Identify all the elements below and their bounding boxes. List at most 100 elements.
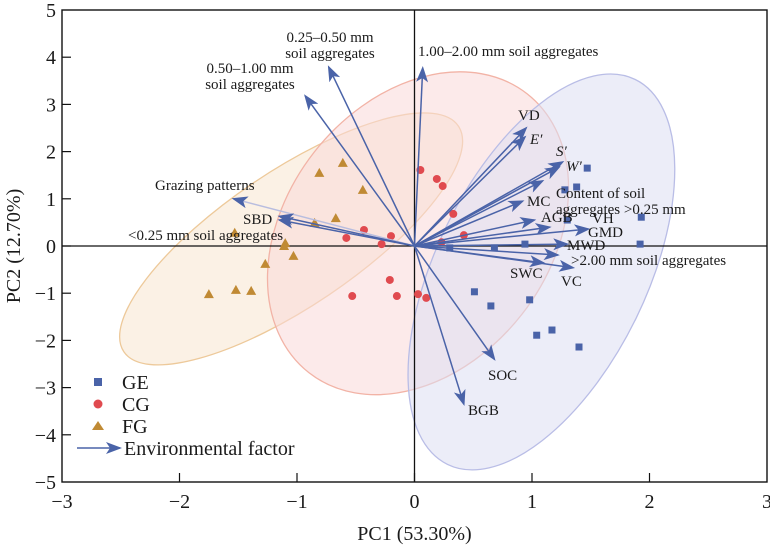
legend-triangle-marker	[92, 421, 104, 430]
vector-label: >2.00 mm soil aggregates	[571, 253, 726, 269]
point-cg	[385, 275, 394, 284]
vector-label: MWD	[567, 238, 605, 254]
vector-label-line: 0.25–0.50 mm	[286, 30, 373, 46]
vector-label-line: AGB	[541, 210, 573, 226]
vector-label: BGB	[468, 403, 499, 419]
legend-label: FG	[122, 416, 148, 438]
vector-label: W′	[566, 159, 582, 175]
vector-arrow	[327, 65, 416, 247]
point-cg	[449, 209, 458, 218]
vector-label-line: soil aggregates	[285, 46, 375, 62]
vector-arrow	[413, 66, 429, 247]
point-fg	[246, 285, 257, 295]
vector-label-line: MWD	[567, 238, 605, 254]
point-cg	[377, 240, 386, 249]
point-cg	[422, 293, 431, 302]
point-fg	[280, 238, 291, 248]
point-ge	[490, 244, 498, 252]
point-fg	[314, 167, 325, 177]
point-fg	[357, 184, 368, 194]
vector-label-line: soil aggregates	[205, 77, 295, 93]
vector-label-line: SWC	[510, 266, 543, 282]
vector-label-line: <0.25 mm soil aggregates	[128, 228, 283, 244]
x-tick-label: 3	[762, 491, 770, 513]
y-tick-label: 2	[46, 142, 56, 164]
point-fg	[229, 227, 240, 237]
legend-label: GE	[122, 372, 149, 394]
y-tick-label: 1	[46, 189, 56, 211]
vector-arrow	[414, 245, 560, 261]
y-tick-label: 0	[46, 236, 56, 258]
vector-arrow	[413, 126, 528, 247]
vector-label: Grazing patterns	[155, 178, 255, 194]
y-tick-label: 5	[46, 0, 56, 22]
point-ge	[583, 164, 591, 172]
ellipse-ge	[407, 73, 676, 471]
vector-arrow	[414, 179, 545, 247]
x-tick-label: 2	[645, 491, 655, 513]
vector-label: MC	[527, 194, 550, 210]
point-cg	[342, 233, 351, 242]
vector-label: GMD	[588, 225, 623, 241]
vector-label-line: aggregates >0.25 mm	[556, 202, 686, 218]
point-cg	[414, 290, 423, 299]
y-tick-label: 4	[46, 47, 56, 69]
point-ge	[575, 343, 583, 351]
x-tick-label: −1	[286, 491, 307, 513]
vector-label: SWC	[510, 266, 543, 282]
point-cg	[392, 292, 401, 301]
y-tick-label: 3	[46, 94, 56, 116]
point-ge	[573, 183, 581, 191]
point-fg	[288, 250, 299, 260]
point-ge	[563, 216, 571, 224]
vector-arrow	[414, 217, 537, 247]
axis-ticks: −3 −2 −1 0 1 2 3 −5 −4 −3 −2 −1 0 1 2 3 4 5	[35, 0, 770, 513]
legend-circle-marker	[93, 399, 103, 409]
vector-arrow	[413, 245, 466, 407]
vector-labels: 1.00–2.00 mm soil aggregates 0.25–0.50 mm…	[128, 30, 726, 419]
vector-arrow	[414, 223, 552, 247]
legend-item-fg: FG	[92, 416, 148, 438]
vector-label-line: Grazing patterns	[155, 178, 255, 194]
vector-label: 0.50–1.00 mm soil aggregates	[205, 61, 295, 93]
point-cg	[432, 174, 441, 183]
vector-arrow	[277, 216, 415, 247]
point-fg	[203, 289, 214, 299]
vector-label: 0.25–0.50 mm soil aggregates	[285, 30, 375, 62]
point-ge	[548, 326, 556, 334]
vector-label: Content of soil aggregates >0.25 mm	[556, 186, 686, 218]
point-fg	[260, 258, 271, 268]
point-ge	[526, 296, 534, 304]
legend-item-environmental-factor: Environmental factor	[77, 438, 295, 460]
vector-label-line: 0.50–1.00 mm	[206, 61, 293, 77]
vector-label: SBD	[243, 212, 272, 228]
vector-label-line: VH	[592, 211, 614, 227]
vector-label-line: GMD	[588, 225, 623, 241]
vector-label-line: VC	[561, 274, 582, 290]
vector-arrow	[413, 135, 527, 247]
y-tick-label: −2	[35, 330, 56, 352]
vector-arrow	[414, 224, 591, 247]
vector-label-line: S′	[556, 144, 568, 160]
vector-label: VD	[518, 108, 540, 124]
vector-arrow	[414, 245, 576, 272]
vector-label: E′	[529, 132, 543, 148]
point-cg	[348, 292, 357, 301]
y-tick-label: −5	[35, 472, 56, 494]
point-fg	[330, 213, 341, 223]
legend-item-cg: CG	[93, 394, 150, 416]
vector-label: AGB	[541, 210, 573, 226]
vector-label-line: SBD	[243, 212, 272, 228]
x-tick-label: 1	[527, 491, 537, 513]
point-ge	[470, 288, 478, 296]
x-axis-title: PC1 (53.30%)	[357, 523, 471, 545]
legend-label: CG	[122, 394, 150, 416]
legend-square-marker	[94, 378, 102, 386]
vector-label: <0.25 mm soil aggregates	[128, 228, 283, 244]
vector-label-line: E′	[529, 132, 543, 148]
vector-label-line: SOC	[488, 368, 517, 384]
vector-label-line: Content of soil	[556, 186, 645, 202]
vector-arrow	[413, 245, 496, 361]
